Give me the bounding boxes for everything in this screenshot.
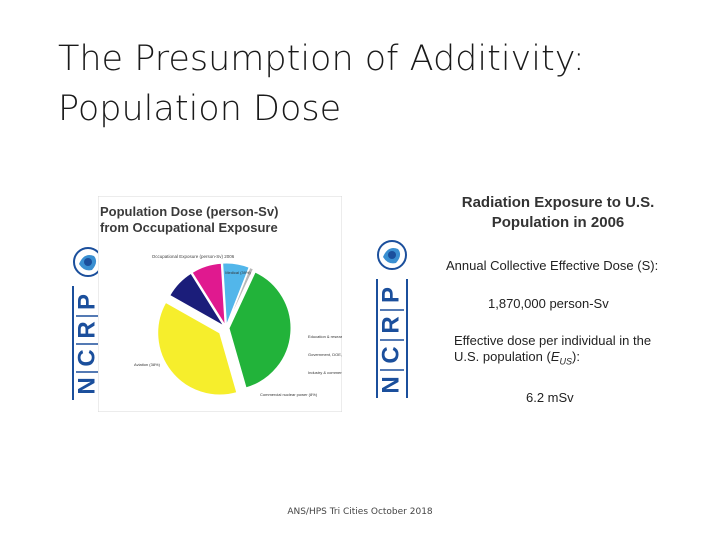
individual-dose-label-line-1: Effective dose per individual in the [454,333,652,348]
individual-dose-label: Effective dose per individual in the U.S… [454,333,684,370]
pie-slice-5 [222,262,250,326]
pie-slice-2 [157,301,238,396]
pie-slice-label-2: Aviation (38%) [134,362,161,367]
exposure-heading-line-1: Radiation Exposure to U.S. [461,194,655,211]
pie-slice-label-4: Industry & commerce (8%) [308,370,342,375]
collective-dose-value: 1,870,000 person-Sv [488,296,609,311]
pie-slice-label-3: Commercial nuclear power (8%) [260,392,318,397]
pie-slice-4 [191,262,226,326]
individual-dose-symbol: EUS [550,349,573,367]
individual-dose-label-line-2: U.S. population (EUS): [454,349,684,370]
collective-dose-label: Annual Collective Effective Dose (S): [446,258,659,273]
pie-slice-3 [169,272,225,327]
ncrp-letter: P [377,287,404,303]
ncrp-letter: C [73,349,100,366]
slide-title: The Presumption of Additivity: Populatio… [58,34,678,134]
ncrp-letter: R [73,321,100,338]
chart-title: Occupational Exposure (person-Sv) 2006 [152,254,235,259]
slide-footer: ANS/HPS Tri Cities October 2018 [287,507,433,517]
pie-slice-label-1: Medical (39%) [225,270,251,275]
ncrp-letter: P [73,294,100,310]
ncrp-letter: N [377,376,404,393]
ncrp-letter: R [377,316,404,333]
ncrp-letter: C [377,346,404,363]
slide-title-line-2: Population Dose [58,89,342,129]
slide-title-line-1: The Presumption of Additivity: [58,39,585,79]
ncrp-logo: P R C N [376,240,408,398]
ncrp-logo: P R C N [72,247,104,400]
pie-slice-1 [228,271,292,389]
ncrp-letter: N [73,377,100,394]
pie-slice-6 [226,266,255,326]
chart-heading-line-1: Population Dose (person-Sv) [100,204,279,219]
chart-heading-line-2: from Occupational Exposure [100,220,278,235]
radiation-exposure-panel: P R C N Radiation Exposure to U.S. Popul… [374,185,684,410]
ncrp-emblem-icon [377,240,407,270]
exposure-heading-line-2: Population in 2006 [491,214,625,231]
individual-dose-label-suffix: ): [572,349,580,364]
occupational-dose-chart-frame: Occupational Exposure (person-Sv) 2006 M… [98,196,342,412]
population-dose-panel: P R C N Occupational Exposure (person-Sv… [70,196,342,412]
pie-slice-label-6: Education & research (1%) [308,334,342,339]
individual-dose-label-prefix: U.S. population ( [454,349,551,364]
pie-slice-label-5: Government, DOE, military (7%) [308,352,342,357]
chart-heading: Population Dose (person-Sv) from Occupat… [100,204,340,236]
occupational-dose-pie-chart: Occupational Exposure (person-Sv) 2006 M… [98,196,342,412]
exposure-heading: Radiation Exposure to U.S. Population in… [432,193,684,233]
individual-dose-value: 6.2 mSv [526,390,574,405]
